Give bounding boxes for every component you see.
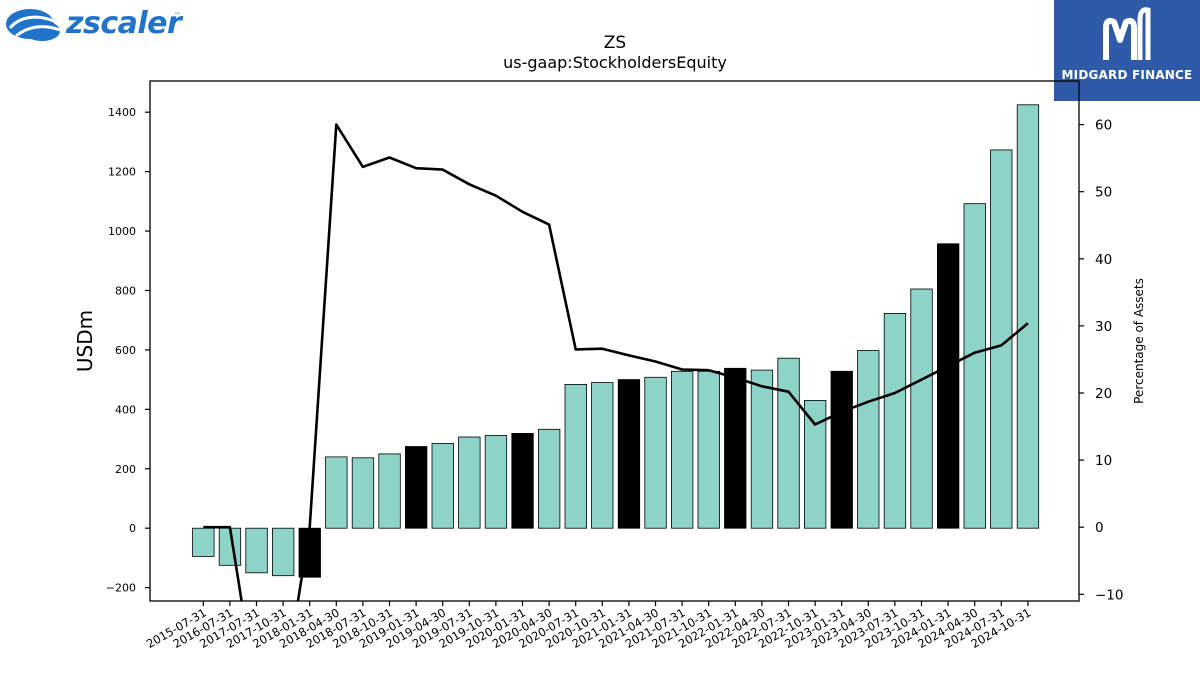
bar-2018-04-30: [325, 456, 348, 529]
bar-2018-07-31: [351, 457, 375, 529]
bar-2024-01-31: [937, 243, 960, 529]
bar-2015-07-31: [192, 527, 215, 557]
bar-2022-10-31: [804, 399, 827, 529]
bar-2020-10-31: [591, 382, 614, 529]
bar-2024-04-30: [963, 203, 986, 529]
bar-2017-07-31: [245, 527, 268, 574]
y-tick-label: 1000: [108, 225, 136, 238]
y2-tick-label: 40: [1095, 252, 1112, 268]
zscaler-wordmark: zscaler: [66, 6, 182, 41]
bar-2022-01-31: [724, 367, 747, 529]
bar-2024-10-31: [1016, 104, 1040, 529]
bar-2023-10-31: [910, 288, 933, 529]
y-axis-label: USDm: [73, 310, 97, 372]
zscaler-trademark: ™: [174, 12, 180, 19]
bar-2019-04-30: [431, 443, 454, 529]
bar-2020-01-31: [511, 432, 534, 529]
left-axis-ticks: −200 0 200 400 600 800 1000 1200 1400: [106, 106, 150, 595]
y-tick-label: 1400: [108, 106, 136, 119]
y2-tick-label: 20: [1095, 386, 1112, 402]
y-tick-label: 600: [115, 344, 136, 357]
y2-tick-label: 50: [1095, 185, 1112, 201]
y-tick-label: −200: [106, 582, 136, 595]
chart-subtitle: us-gaap:StockholdersEquity: [503, 53, 727, 72]
y2-tick-label: 60: [1095, 118, 1112, 134]
bar-2020-07-31: [564, 383, 587, 529]
line-series: [203, 123, 1029, 601]
bar-2019-07-31: [458, 436, 481, 529]
bar-2021-07-31: [671, 370, 694, 529]
y2-tick-label: 10: [1095, 453, 1112, 469]
y2-tick-label: −10: [1095, 587, 1124, 603]
chart-title: ZS: [604, 33, 626, 53]
y-tick-label: 200: [115, 463, 136, 476]
bar-2021-01-31: [617, 379, 641, 529]
bar-2018-10-31: [378, 453, 401, 529]
midgard-finance-logo: MIDGARD FINANCE: [1054, 0, 1200, 101]
midgard-mark-icon: [1103, 7, 1151, 60]
bar-2022-04-30: [750, 369, 774, 529]
bar-2023-07-31: [883, 312, 907, 529]
bar-2021-10-31: [697, 370, 720, 529]
y-tick-label: 0: [129, 522, 136, 535]
y-tick-label: 400: [115, 403, 136, 416]
zscaler-logo: zscaler ™: [4, 4, 184, 44]
y2-axis-label: Percentage of Assets: [1132, 278, 1146, 404]
axes: [149, 80, 1080, 602]
bar-2017-10-31: [271, 527, 295, 577]
bar-2024-07-31: [990, 149, 1013, 529]
zscaler-cloud-icon: [6, 9, 61, 41]
bar-2019-10-31: [484, 435, 508, 529]
bar-2019-01-31: [404, 446, 428, 529]
bar-2023-01-31: [830, 370, 853, 529]
y-tick-label: 1200: [108, 166, 136, 179]
y2-tick-label: 30: [1095, 319, 1112, 335]
percentage-line: [203, 123, 1029, 601]
x-axis-ticks: 2015-07-312016-07-312017-07-312017-10-31…: [144, 601, 1033, 651]
plot-frame: [149, 80, 1080, 602]
y-tick-label: 800: [115, 284, 136, 297]
right-axis-ticks: −10 0 10 20 30 40 50 60: [1079, 118, 1124, 603]
midgard-wordmark: MIDGARD FINANCE: [1061, 68, 1193, 82]
bar-2021-04-30: [644, 376, 667, 529]
y2-tick-label: 0: [1095, 520, 1104, 536]
bar-2023-04-30: [857, 350, 880, 529]
bar-2020-04-30: [538, 428, 561, 529]
bar-2022-07-31: [777, 357, 800, 529]
bar-series: [192, 104, 1040, 578]
